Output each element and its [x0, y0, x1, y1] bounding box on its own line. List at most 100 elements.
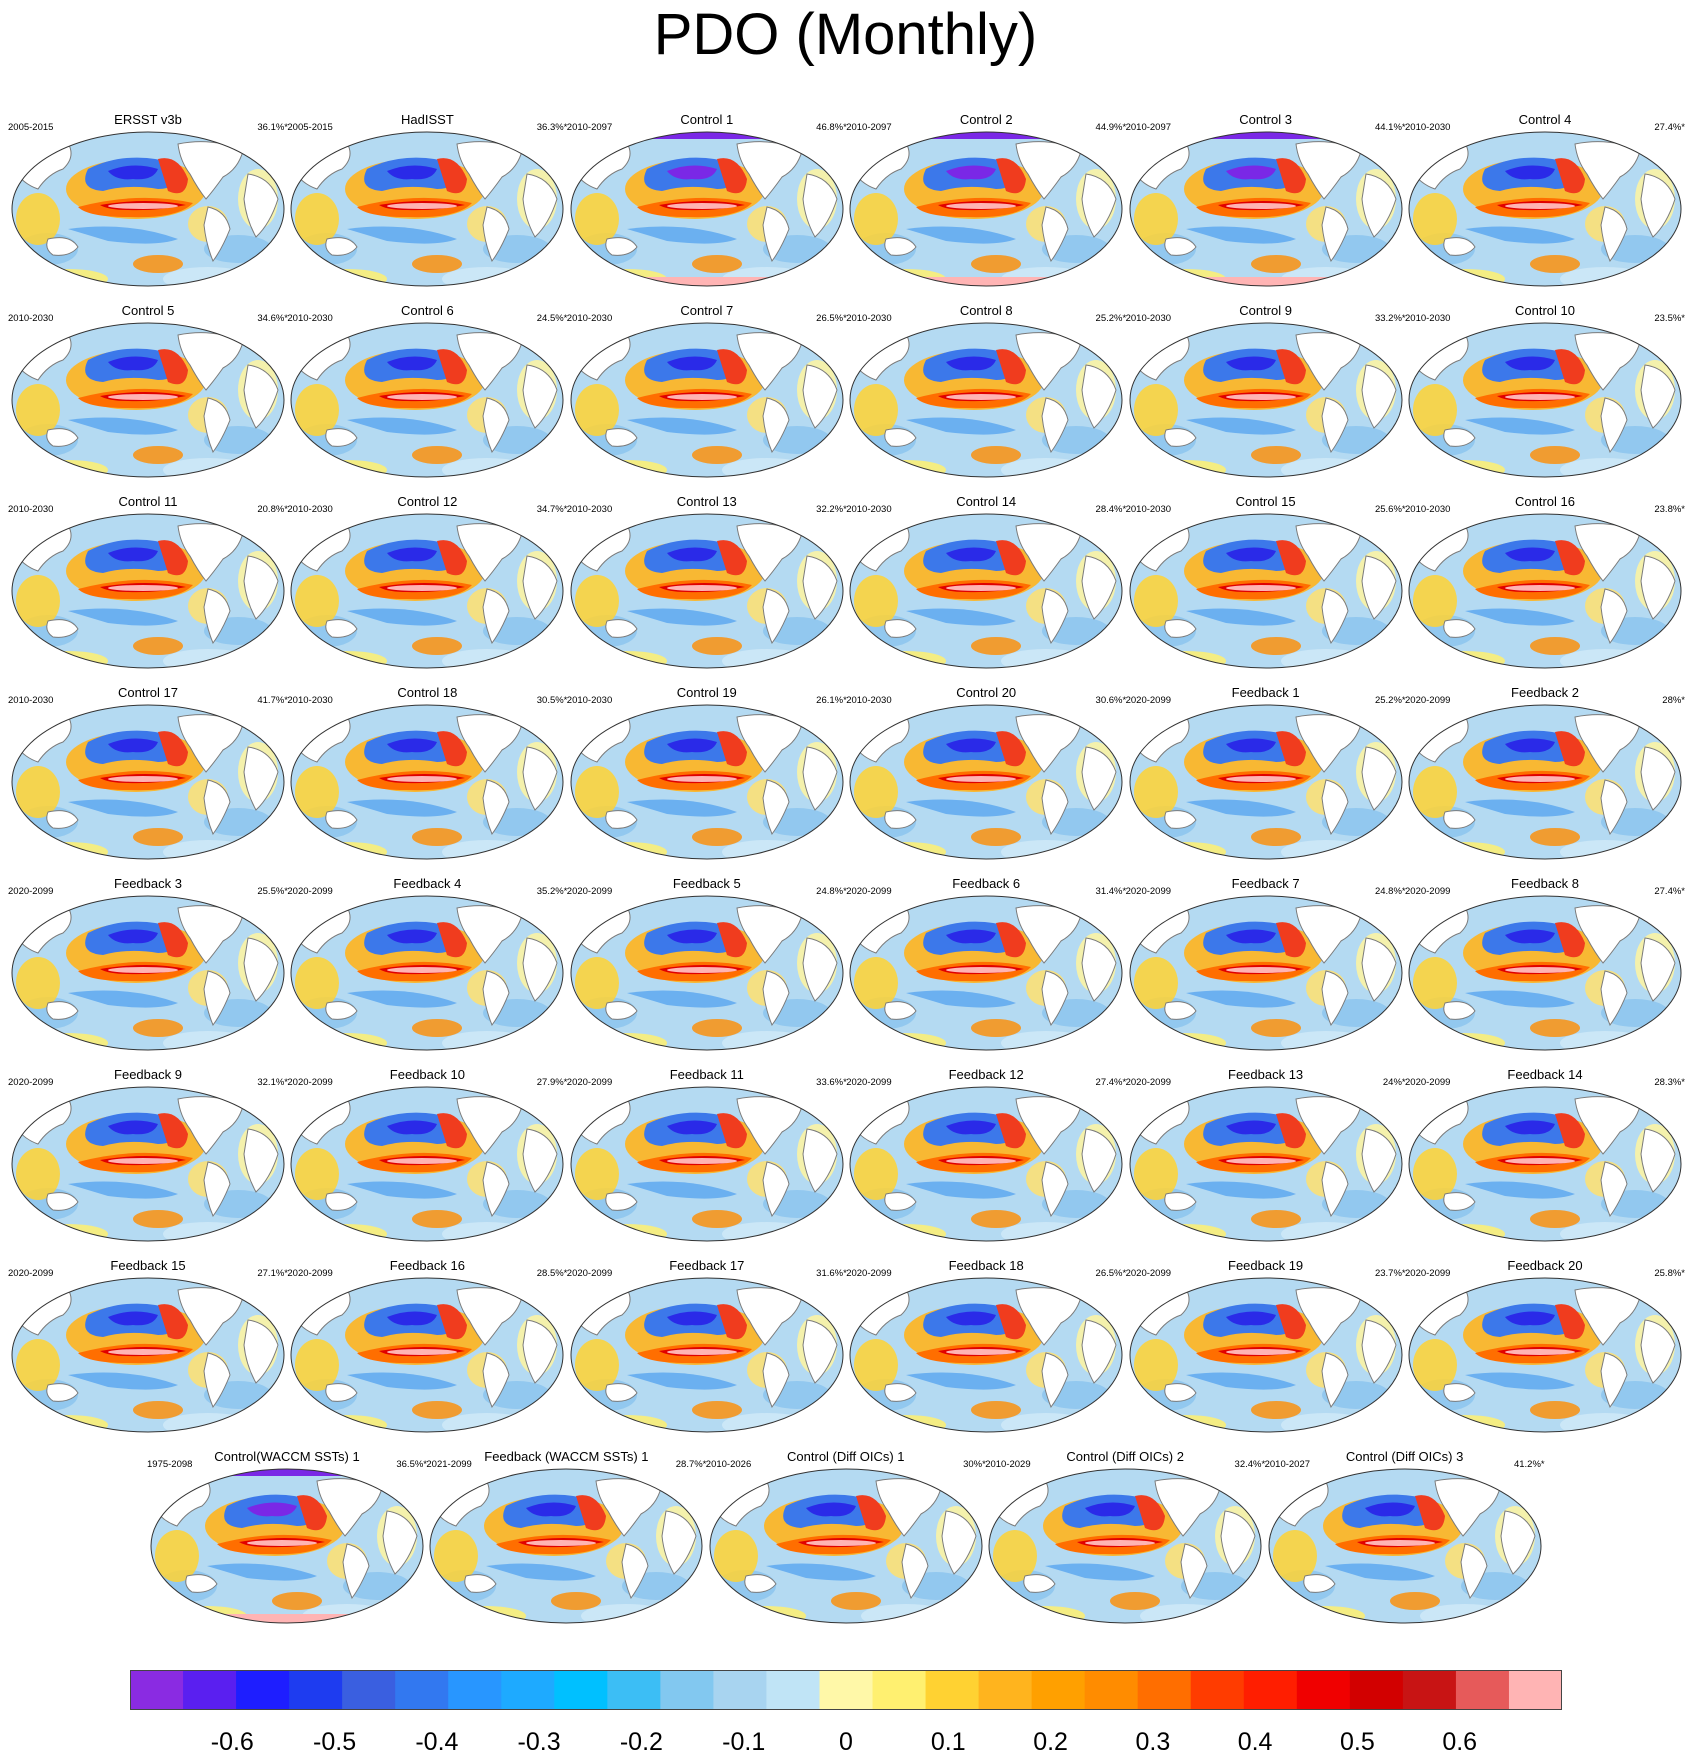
panel-title: Feedback 16	[389, 1258, 465, 1273]
panel-variance-pct: 23.5%*	[1654, 313, 1685, 324]
landmass	[1361, 746, 1397, 811]
map-outline	[849, 704, 1123, 860]
map-panel: Feedback 18 2020-2099 26.5%*	[846, 1258, 1126, 1438]
map-outline	[11, 131, 285, 287]
panel-grid: ERSST v3b 2005-2015 36.1%* HadISST 2005-2015…	[8, 112, 1685, 1629]
panel-title: Feedback 20	[1507, 1258, 1583, 1273]
map-panel: Feedback 9 2020-2099 32.1%*	[8, 1067, 288, 1247]
colorbar-swatch	[1190, 1670, 1245, 1710]
map-plot	[709, 1468, 983, 1624]
map-panel: Feedback 16 2020-2099 28.5%*	[287, 1258, 567, 1438]
panel-years: 2010-2027	[1264, 1459, 1311, 1470]
landmass	[203, 970, 231, 1027]
landmass	[522, 1128, 558, 1193]
map-panel: Feedback 17 2020-2099 31.6%*	[567, 1258, 847, 1438]
landmass	[744, 1574, 777, 1593]
panel-title: Control 1	[680, 112, 734, 127]
panel-title: Control 9	[1239, 303, 1292, 318]
landmass	[762, 397, 790, 454]
map-outline	[11, 513, 285, 669]
landmass	[185, 1574, 218, 1593]
landmass	[1443, 619, 1476, 638]
landmass	[1361, 364, 1397, 429]
map-panel: Feedback 3 2020-2099 25.5%*	[8, 876, 288, 1056]
map-outline	[570, 704, 844, 860]
map-panel: Feedback 11 2020-2099 33.6%*	[567, 1067, 847, 1247]
landmass	[901, 1543, 929, 1600]
landmass	[884, 1192, 917, 1211]
panel-variance-pct: 36.1%*	[257, 122, 288, 133]
panel-title: Control 10	[1515, 303, 1575, 318]
landmass	[482, 588, 510, 645]
panel-title: Control 7	[680, 303, 734, 318]
panel-years: 2005-2015	[8, 122, 54, 133]
colorbar-swatch	[607, 1670, 661, 1710]
panel-variance-pct: 46.8%*	[816, 122, 847, 133]
map-outline	[11, 704, 285, 860]
map-plot	[849, 513, 1123, 669]
landmass	[203, 1352, 231, 1409]
panel-years: 2010-2030	[8, 313, 54, 324]
colorbar-swatch	[554, 1670, 608, 1710]
panel-years: 2010-2030	[8, 504, 54, 515]
map-outline	[709, 1468, 983, 1624]
landmass	[482, 1352, 510, 1409]
map-plot	[570, 704, 844, 860]
landmass	[605, 810, 638, 829]
map-plot	[849, 131, 1123, 287]
panel-variance-pct: 24.8%*	[816, 886, 847, 897]
panel-title: Control (Diff OICs) 3	[1345, 1449, 1464, 1464]
landmass	[1443, 1192, 1476, 1211]
panel-title: Control 15	[1235, 494, 1296, 509]
map-plot	[1129, 513, 1403, 669]
colorbar-swatch	[1084, 1670, 1139, 1710]
landmass	[325, 619, 359, 638]
landmass	[342, 1543, 370, 1600]
map-plot	[11, 131, 285, 287]
panel-years: 2021-2099	[426, 1459, 472, 1470]
map-outline	[1408, 322, 1682, 478]
panel-variance-pct: 26.5%*	[1095, 1268, 1127, 1279]
panel-variance-pct: 34.7%*	[536, 504, 568, 515]
map-panel: Feedback 7 2020-2099 24.8%*	[1126, 876, 1406, 1056]
panel-years: 2010-2030	[1405, 313, 1451, 324]
landmass	[46, 1192, 79, 1211]
map-outline	[11, 895, 285, 1051]
landmass	[203, 397, 231, 454]
map-panel: Control (Diff OICs) 2 2010-2029 32.4%*	[985, 1449, 1265, 1629]
landmass	[522, 555, 558, 620]
panel-title: Control 19	[676, 685, 737, 700]
map-panel: Control 5 2010-2030 34.6%*	[8, 303, 288, 483]
colorbar-swatch	[183, 1670, 237, 1710]
landmass	[482, 206, 510, 263]
panel-title: Feedback 3	[114, 876, 182, 891]
panel-variance-pct: 23.7%*	[1374, 1268, 1406, 1279]
panel-years: 1975-2098	[147, 1459, 193, 1470]
landmass	[243, 937, 279, 1002]
landmass	[1041, 970, 1069, 1027]
landmass	[1302, 1574, 1336, 1593]
landmass	[884, 1001, 917, 1020]
panel-years: 2020-2099	[1405, 886, 1451, 897]
map-panel: Control 12 2010-2030 34.7%*	[287, 494, 567, 674]
map-outline	[570, 1086, 844, 1242]
landmass	[1321, 588, 1349, 645]
landmass	[884, 428, 917, 447]
panel-title: Control 20	[956, 685, 1017, 700]
panel-variance-pct: 44.1%*	[1374, 122, 1406, 133]
map-plot	[1408, 513, 1682, 669]
map-plot	[290, 322, 564, 478]
panel-title: Feedback 17	[669, 1258, 745, 1273]
map-plot	[1268, 1468, 1542, 1624]
landmass	[605, 428, 638, 447]
panel-title: ERSST v3b	[114, 112, 182, 127]
landmass	[941, 1510, 977, 1575]
figure-title: PDO (Monthly)	[653, 2, 1038, 67]
colorbar-tick-label: 0.2	[1033, 1728, 1068, 1756]
map-panel: Feedback 4 2020-2099 35.2%*	[287, 876, 567, 1056]
panel-title: Feedback 10	[389, 1067, 465, 1082]
landmass	[46, 810, 79, 829]
map-panel: Control 7 2010-2030 26.5%*	[567, 303, 847, 483]
panel-years: 2020-2099	[846, 886, 892, 897]
map-outline	[570, 131, 844, 287]
